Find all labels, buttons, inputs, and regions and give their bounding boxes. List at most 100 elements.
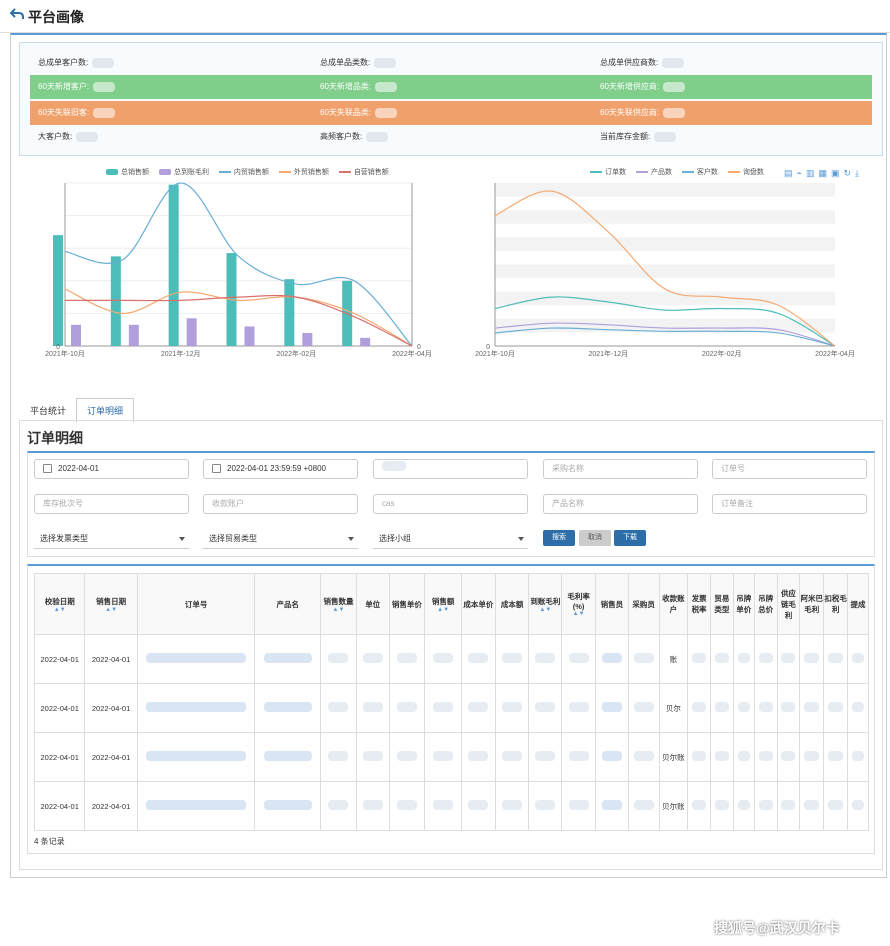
table-cell	[561, 683, 596, 733]
order-number-input[interactable]: 订单号	[712, 459, 867, 479]
table-cell: 2022-04-01	[33, 634, 86, 684]
column-header: 阿米巴毛利	[799, 573, 825, 635]
back-arrow-icon[interactable]	[10, 7, 24, 21]
table-cell	[732, 732, 755, 782]
save-image-icon[interactable]: ⤓	[855, 168, 864, 178]
table-cell	[847, 781, 869, 831]
table-cell	[847, 732, 869, 782]
column-header[interactable]: 校验日期 ▲▼	[33, 573, 86, 635]
cancel-button[interactable]: 取消	[579, 530, 611, 546]
sort-icon[interactable]: ▲▼	[539, 606, 552, 613]
table-cell	[388, 732, 426, 782]
sort-icon[interactable]: ▲▼	[437, 606, 450, 613]
stats-row-new: 60天新增客户: 60天新增品类: 60天新增供应商:	[30, 75, 872, 99]
table-cell	[388, 634, 426, 684]
sort-icon[interactable]: ▲▼	[332, 606, 345, 613]
blurred-input[interactable]	[373, 459, 528, 479]
y-tick-label: 0	[56, 344, 60, 351]
search-button[interactable]: 搜索	[543, 530, 575, 546]
sort-icon[interactable]: ▲▼	[105, 606, 118, 613]
tab-order-detail[interactable]: 订单明细	[76, 398, 135, 423]
invoice-type-select[interactable]: 选择发票类型	[34, 529, 189, 549]
table-cell	[594, 781, 629, 831]
restore-icon[interactable]: ↻	[843, 168, 856, 178]
order-remark-input[interactable]: 订单备注	[712, 494, 867, 514]
table-container	[27, 564, 875, 854]
end-date-input[interactable]: 2022-04-01 23:59:59 +0800	[203, 459, 358, 479]
table-cell	[753, 781, 778, 831]
column-header[interactable]: 销售数量 ▲▼	[320, 573, 357, 635]
start-date-input[interactable]: 2022-04-01	[34, 459, 189, 479]
product-name-input[interactable]: 产品名称	[543, 494, 698, 514]
column-header: 销售员	[594, 573, 629, 635]
stats-row-totals: 总成单客户数: 总成单品类数: 总成单供应商数:	[30, 51, 872, 75]
grid-band	[495, 264, 835, 279]
table-cell: 贝尔账	[658, 781, 689, 831]
table-cell	[799, 634, 825, 684]
column-header: 发票税率	[687, 573, 711, 635]
purchase-name-input[interactable]: 采购名称	[543, 459, 698, 479]
table-cell	[424, 781, 462, 831]
group-select[interactable]: 选择小组	[373, 529, 528, 549]
bar	[360, 337, 371, 346]
tab-platform-stats[interactable]: 平台统计	[30, 406, 67, 416]
stock-batch-input[interactable]: 库存批次号	[34, 494, 189, 514]
table-cell	[709, 634, 734, 684]
table-cell	[494, 732, 530, 782]
table-cell	[776, 732, 801, 782]
stat-label: 60天新增客户:	[38, 82, 90, 91]
table-cell	[594, 732, 629, 782]
sort-icon[interactable]: ▲▼	[53, 606, 66, 613]
sort-icon[interactable]: ▲▼	[572, 611, 585, 617]
table-cell	[776, 781, 801, 831]
table-cell	[136, 683, 256, 733]
column-header[interactable]: 到账毛利 ▲▼	[528, 573, 563, 635]
legend-item[interactable]: 外贸销售额	[278, 167, 329, 177]
series-line	[494, 322, 836, 347]
table-cell	[627, 781, 660, 831]
grid-band	[495, 237, 835, 251]
tab-bar: 平台统计 订单明细	[20, 398, 135, 423]
legend-item[interactable]: 总销售额	[106, 167, 149, 177]
calendar-icon	[212, 464, 221, 474]
table-cell	[424, 634, 462, 684]
table-cell	[627, 634, 660, 684]
legend-item[interactable]: 内贸销售额	[218, 167, 269, 177]
table-cell	[594, 634, 629, 684]
legend-item[interactable]: 自营销售额	[338, 167, 389, 177]
column-header: 成本额	[494, 573, 530, 635]
cas-input[interactable]: cas	[373, 494, 528, 514]
y-tick-label: 0	[417, 344, 421, 351]
x-tick-label: 2022年-02月	[276, 349, 316, 358]
table-cell	[254, 732, 322, 782]
legend-item[interactable]: 客户数	[681, 167, 718, 177]
bar	[284, 279, 295, 346]
tiled-icon[interactable]: ▣	[830, 168, 844, 178]
column-header[interactable]: 销售日期 ▲▼	[84, 573, 138, 635]
table-cell	[732, 634, 755, 684]
line-switch-icon[interactable]: ⌁	[796, 168, 806, 178]
legend-item[interactable]: 订单数	[590, 167, 626, 177]
table-cell	[254, 634, 322, 684]
table-cell: 2022-04-01	[84, 683, 138, 733]
legend-item[interactable]: 总到账毛利	[158, 167, 209, 177]
table-cell	[847, 634, 869, 684]
column-header[interactable]: 毛利率(%) ▲▼	[561, 573, 596, 635]
trade-type-select[interactable]: 选择贸易类型	[203, 529, 358, 549]
legend-item[interactable]: 产品数	[635, 167, 672, 177]
grid-band	[495, 183, 835, 197]
table-cell	[388, 683, 426, 733]
table-cell: 2022-04-01	[84, 732, 138, 782]
calendar-icon	[43, 464, 52, 474]
table-cell	[494, 683, 530, 733]
data-view-icon[interactable]: ▤	[784, 168, 797, 178]
column-header[interactable]: 销售额 ▲▼	[424, 573, 462, 635]
bar-switch-icon[interactable]: ▥	[805, 168, 819, 178]
receiving-account-input[interactable]: 收款账户	[203, 494, 358, 514]
stat-label: 总成单供应商数:	[600, 58, 659, 67]
legend-item[interactable]: 询盘数	[727, 167, 764, 177]
stack-icon[interactable]: ▦	[818, 168, 831, 178]
table-cell	[627, 683, 660, 733]
order-table: 校验日期 ▲▼ 销售日期 ▲▼ 订单号 产品名 销售数量 ▲▼ 单位 销售单价 销售额 ▲▼ 成本单价成…	[33, 573, 869, 831]
download-button[interactable]: 下载	[614, 530, 646, 546]
